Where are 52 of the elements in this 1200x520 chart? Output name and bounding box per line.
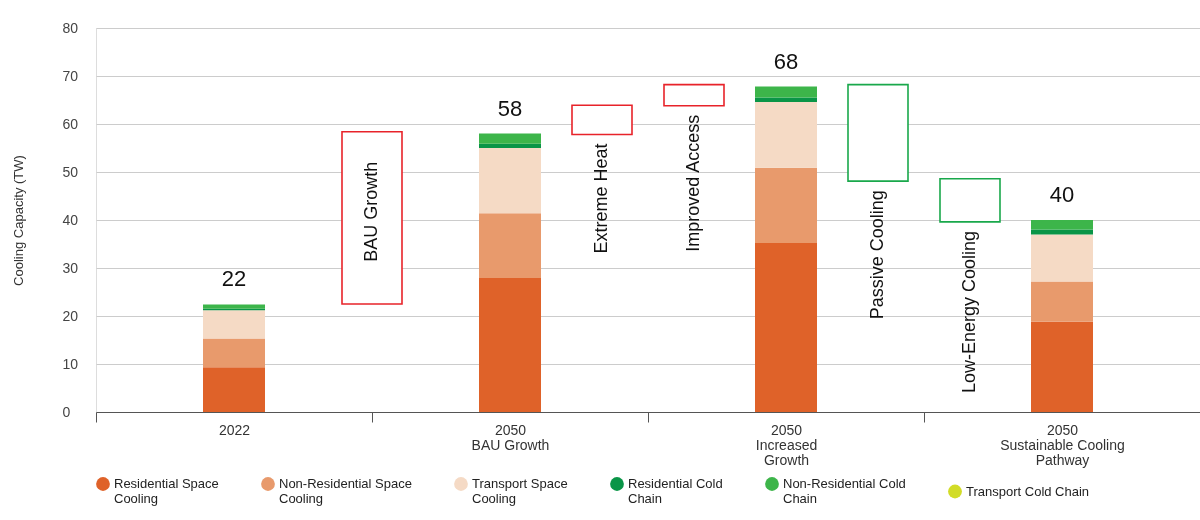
bar xyxy=(755,243,817,412)
bar xyxy=(203,304,265,309)
bar xyxy=(755,97,817,102)
legend-label: Non-Residential Space Cooling xyxy=(279,476,412,506)
y-axis-title: Cooling Capacity (TW) xyxy=(10,155,26,286)
x-tick-label: 2050 Increased Growth xyxy=(755,421,818,468)
total-label: 22 xyxy=(221,266,247,292)
y-tick-label: 0 xyxy=(62,403,71,420)
bar xyxy=(479,213,541,279)
legend-label: Transport Cold Chain xyxy=(966,483,1090,499)
bar xyxy=(571,104,633,136)
total-label: 58 xyxy=(497,95,523,121)
bar xyxy=(479,133,541,144)
text: Improved Access xyxy=(683,114,703,252)
y-tick-label: 80 xyxy=(62,19,79,36)
y-tick-label: 20 xyxy=(62,307,79,324)
x-tick-label: 2050 Sustainable Cooling Pathway xyxy=(1000,421,1125,468)
bar xyxy=(479,148,541,214)
bar xyxy=(755,86,817,98)
bar xyxy=(203,338,265,368)
text: Passive Cooling xyxy=(867,190,887,320)
y-tick-label: 10 xyxy=(62,355,79,372)
bar xyxy=(663,83,725,107)
text: Extreme Heat xyxy=(591,143,611,254)
bar xyxy=(1031,281,1093,322)
series-label: BAU Growth xyxy=(361,161,381,262)
bar xyxy=(847,83,909,182)
legend-label: Transport Space Cooling xyxy=(472,476,568,506)
total-label: 40 xyxy=(1049,182,1075,207)
x-tick-label: 2050 BAU Growth xyxy=(471,421,550,453)
bar xyxy=(755,167,817,244)
legend-label: Residential Cold Chain xyxy=(628,476,723,506)
x-tick-label: 2022 xyxy=(218,421,251,438)
bar xyxy=(203,367,265,412)
y-tick-label: 70 xyxy=(62,67,79,84)
bar xyxy=(1031,220,1093,230)
bar xyxy=(341,130,403,305)
legend-label: Non-Residential Cold Chain xyxy=(783,476,906,506)
y-tick-label: 40 xyxy=(62,211,79,228)
bar xyxy=(1031,321,1093,412)
bar xyxy=(755,101,817,168)
bar xyxy=(479,278,541,412)
bar xyxy=(203,310,265,339)
y-tick-label: 50 xyxy=(62,163,79,180)
bar xyxy=(939,177,1001,223)
text: Low-Energy Cooling xyxy=(959,230,979,394)
bar xyxy=(479,143,541,148)
total-label: 68 xyxy=(773,48,799,74)
y-tick-label: 60 xyxy=(62,115,79,132)
bar xyxy=(1031,234,1093,282)
legend-label: Residential Space Cooling xyxy=(114,476,219,506)
y-tick-label: 30 xyxy=(62,259,79,276)
